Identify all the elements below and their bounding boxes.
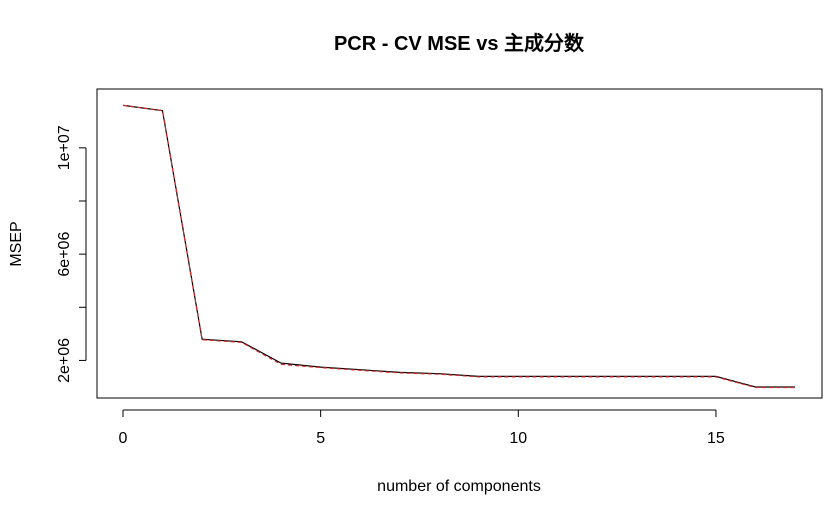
x-tick-label: 10 (509, 430, 527, 447)
series-line-1 (122, 104, 795, 388)
y-axis-label: MSEP (8, 221, 25, 266)
y-tick-label: 1e+07 (56, 125, 73, 170)
x-axis: 0 5 10 15 (119, 409, 725, 447)
x-tick-label: 0 (119, 430, 128, 447)
x-tick-label: 5 (316, 430, 325, 447)
x-axis-label: number of components (377, 478, 541, 495)
y-axis: 2e+06 6e+06 1e+07 (56, 125, 87, 383)
x-tick-label: 15 (707, 430, 725, 447)
plot-area-box (96, 88, 823, 399)
series-line-2 (122, 104, 795, 389)
series-layer (122, 104, 795, 389)
y-tick-label: 2e+06 (56, 338, 73, 383)
y-tick-label: 6e+06 (56, 232, 73, 277)
chart-title: PCR - CV MSE vs 主成分数 (334, 31, 585, 55)
